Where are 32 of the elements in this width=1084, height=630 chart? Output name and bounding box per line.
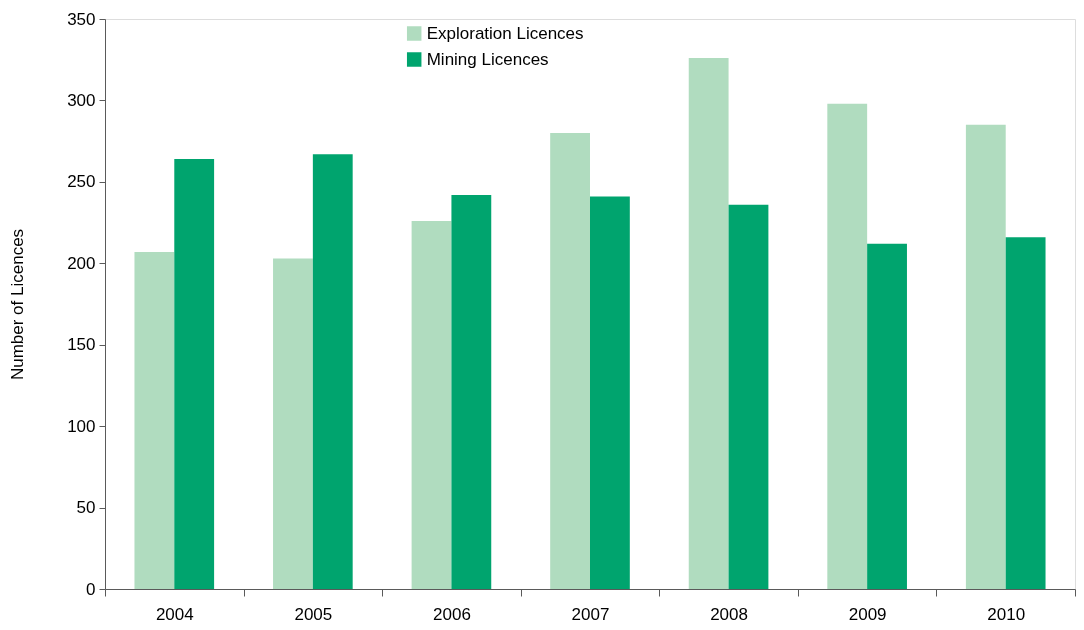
bar xyxy=(411,220,452,589)
bar xyxy=(590,196,630,589)
bar xyxy=(688,58,729,589)
bar xyxy=(273,258,313,589)
bar xyxy=(174,159,215,589)
x-tick-label: 2007 xyxy=(571,604,610,624)
legend-label: Mining Licences xyxy=(426,49,549,69)
x-tick-label: 2006 xyxy=(433,604,471,624)
y-tick-label: 200 xyxy=(67,253,96,273)
y-tick-label: 50 xyxy=(76,498,96,518)
bar xyxy=(312,154,353,589)
bar xyxy=(451,194,492,589)
y-axis-title: Number of Licences xyxy=(8,228,28,381)
bar xyxy=(728,204,769,589)
bar xyxy=(550,133,590,589)
x-tick-label: 2004 xyxy=(155,604,194,624)
x-tick-label: 2009 xyxy=(848,604,887,624)
y-tick-label: 300 xyxy=(67,90,96,110)
legend-label: Exploration Licences xyxy=(426,23,584,43)
y-tick-label: 250 xyxy=(67,172,96,192)
x-tick-label: 2010 xyxy=(987,604,1026,624)
y-tick-label: 150 xyxy=(67,335,96,355)
y-tick-label: 0 xyxy=(86,579,96,599)
bar xyxy=(1005,237,1046,589)
y-tick-label: 350 xyxy=(67,9,96,29)
x-tick-label: 2008 xyxy=(710,604,748,624)
bar xyxy=(827,103,868,589)
bar xyxy=(867,243,907,589)
bar xyxy=(965,124,1006,589)
y-tick-label: 100 xyxy=(67,416,96,436)
x-tick-label: 2005 xyxy=(294,604,333,624)
bar xyxy=(134,251,175,589)
